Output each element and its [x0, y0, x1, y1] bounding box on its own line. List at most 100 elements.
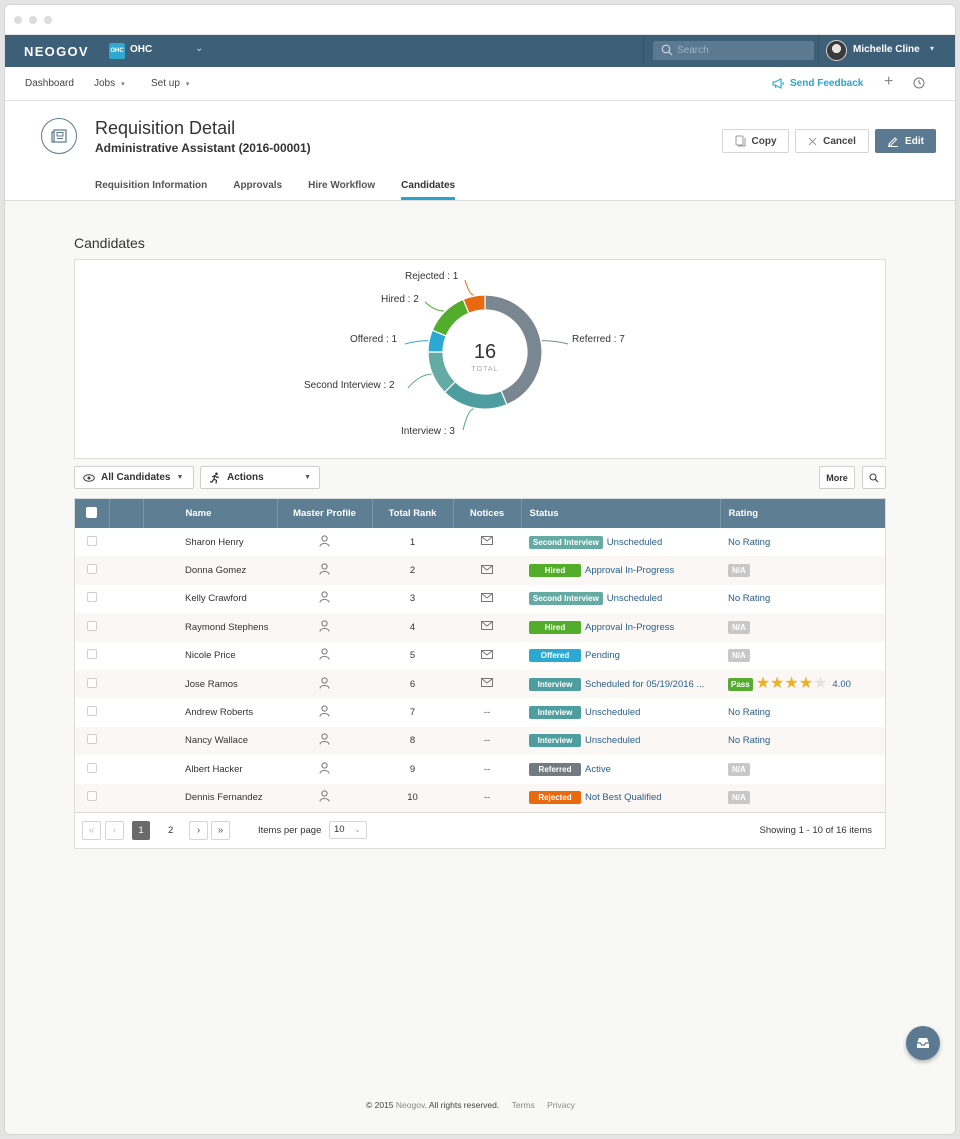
mail-icon[interactable] [481, 621, 493, 633]
mail-icon[interactable] [481, 678, 493, 690]
page-2-button[interactable]: 2 [168, 824, 174, 836]
mail-icon[interactable] [481, 564, 493, 577]
row-checkbox[interactable] [87, 592, 97, 603]
candidate-name[interactable]: Nancy Wallace [185, 735, 249, 747]
first-page-button[interactable]: « [82, 820, 101, 840]
brand-logo[interactable]: NEOGOV [24, 44, 89, 59]
candidate-name[interactable]: Sharon Henry [185, 536, 244, 548]
nav-setup[interactable]: Set up ▾ [151, 78, 189, 89]
no-rating-link[interactable]: No Rating [728, 735, 771, 747]
nav-dashboard[interactable]: Dashboard [25, 78, 74, 89]
search-input[interactable] [677, 43, 807, 58]
person-profile-icon[interactable] [319, 563, 330, 578]
add-plus-icon[interactable]: + [884, 73, 894, 90]
window-minimize-dot[interactable] [29, 16, 37, 24]
actions-dropdown[interactable]: Actions ▼ [200, 466, 320, 489]
next-page-button[interactable]: › [189, 820, 208, 840]
table-row[interactable]: Dennis Fernandez 10 -- Rejected Not Best Qua… [75, 783, 885, 812]
column-header-notices[interactable]: Notices [453, 499, 522, 528]
candidate-name[interactable]: Albert Hacker [185, 763, 243, 775]
person-profile-icon[interactable] [319, 648, 330, 663]
mail-icon[interactable] [481, 536, 493, 548]
tab-candidates[interactable]: Candidates [401, 177, 455, 201]
person-profile-icon[interactable] [319, 620, 330, 635]
tab-requisition-information[interactable]: Requisition Information [95, 180, 208, 191]
search-box[interactable] [653, 41, 814, 60]
edit-button[interactable]: Edit [875, 129, 936, 153]
row-checkbox[interactable] [87, 734, 97, 745]
row-checkbox[interactable] [87, 649, 97, 660]
status-detail-link[interactable]: Unscheduled [606, 536, 663, 548]
mail-icon[interactable] [481, 592, 493, 605]
row-checkbox[interactable] [87, 706, 97, 717]
no-rating-link[interactable]: No Rating [728, 707, 771, 719]
column-header-rating[interactable]: Rating [728, 508, 759, 519]
donut-segment-interview[interactable] [443, 380, 508, 410]
candidate-name[interactable]: Andrew Roberts [185, 707, 254, 719]
table-row[interactable]: Andrew Roberts 7 -- Interview Unscheduled No … [75, 698, 885, 726]
status-detail-link[interactable]: Unscheduled [606, 593, 663, 605]
page-1-button[interactable]: 1 [132, 820, 150, 840]
row-checkbox[interactable] [87, 535, 97, 546]
person-profile-icon[interactable] [319, 677, 330, 692]
donut-segment-second-interview[interactable] [427, 351, 457, 394]
candidate-name[interactable]: Kelly Crawford [185, 593, 247, 605]
status-detail-link[interactable]: Pending [585, 650, 620, 662]
person-profile-icon[interactable] [319, 762, 330, 777]
tab-approvals[interactable]: Approvals [233, 180, 283, 191]
donut-segment-hired[interactable] [431, 298, 470, 337]
tab-hire-workflow[interactable]: Hire Workflow [308, 180, 376, 191]
history-clock-icon[interactable] [913, 77, 925, 89]
person-profile-icon[interactable] [319, 591, 330, 606]
table-row[interactable]: Jose Ramos 6 Interview Scheduled for 05/19/… [75, 669, 885, 699]
person-profile-icon[interactable] [319, 705, 330, 720]
copy-button[interactable]: Copy [722, 129, 789, 153]
person-profile-icon[interactable] [319, 733, 330, 748]
candidate-name[interactable]: Dennis Fernandez [185, 792, 263, 804]
cancel-button[interactable]: Cancel [795, 129, 869, 153]
person-profile-icon[interactable] [319, 535, 330, 550]
prev-page-button[interactable]: ‹ [105, 820, 124, 840]
row-checkbox[interactable] [87, 791, 97, 802]
inbox-fab-button[interactable] [906, 1026, 940, 1060]
status-detail-link[interactable]: Approval In-Progress [585, 565, 675, 577]
rating-score-link[interactable]: 4.00 [832, 678, 851, 690]
column-header-master-profile[interactable]: Master Profile [277, 499, 373, 528]
row-checkbox[interactable] [87, 677, 97, 688]
candidate-name[interactable]: Raymond Stephens [185, 621, 269, 633]
status-detail-link[interactable]: Scheduled for 05/19/2016 ... [585, 678, 705, 690]
person-profile-icon[interactable] [319, 790, 330, 805]
table-row[interactable]: Raymond Stephens 4 Hired Approval In-Progre… [75, 613, 885, 642]
column-header-name[interactable]: Name [143, 499, 278, 528]
table-row[interactable]: Donna Gomez 2 Hired Approval In-Progress N/A [75, 556, 885, 585]
donut-segment-rejected[interactable] [462, 294, 486, 314]
candidate-name[interactable]: Jose Ramos [185, 678, 238, 690]
window-maximize-dot[interactable] [44, 16, 52, 24]
user-name[interactable]: Michelle Cline [853, 44, 920, 55]
row-checkbox[interactable] [87, 564, 97, 575]
table-row[interactable]: Kelly Crawford 3 Second Interview Unschedul… [75, 585, 885, 613]
no-rating-link[interactable]: No Rating [728, 536, 771, 548]
window-close-dot[interactable] [14, 16, 22, 24]
table-row[interactable]: Nancy Wallace 8 -- Interview Unscheduled No R… [75, 726, 885, 756]
last-page-button[interactable]: » [211, 820, 230, 840]
column-header-total-rank[interactable]: Total Rank [372, 499, 454, 528]
column-header-status[interactable]: Status [521, 499, 721, 528]
candidate-name[interactable]: Nicole Price [185, 650, 236, 662]
status-detail-link[interactable]: Unscheduled [585, 735, 641, 747]
table-row[interactable]: Albert Hacker 9 -- Referred Active N/A [75, 755, 885, 783]
select-all-checkbox[interactable] [86, 506, 98, 518]
row-checkbox[interactable] [87, 762, 97, 773]
items-per-page-select[interactable]: 10 ⌄ [329, 820, 367, 839]
user-avatar[interactable] [826, 40, 847, 61]
row-checkbox[interactable] [87, 620, 97, 631]
nav-jobs[interactable]: Jobs ▾ [94, 78, 125, 89]
org-chevron-down-icon[interactable]: ⌄ [195, 43, 204, 54]
status-detail-link[interactable]: Active [585, 763, 611, 775]
no-rating-link[interactable]: No Rating [728, 593, 771, 605]
all-candidates-filter-dropdown[interactable]: All Candidates ▼ [74, 466, 194, 489]
table-row[interactable]: Nicole Price 5 Offered Pending N/A [75, 642, 885, 670]
status-detail-link[interactable]: Not Best Qualified [585, 792, 662, 804]
privacy-link[interactable]: Privacy [547, 1100, 575, 1110]
mail-icon[interactable] [481, 649, 493, 662]
